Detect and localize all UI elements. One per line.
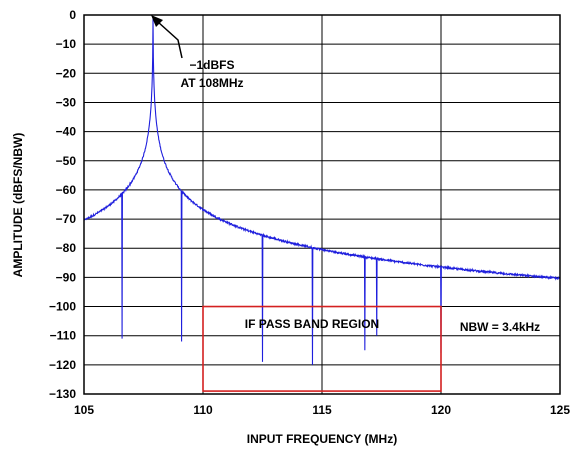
spectrum-line [83, 17, 561, 365]
y-tick-label: −60 [56, 183, 77, 197]
y-tick-label: −20 [56, 66, 77, 80]
carrier-annotation-line2: AT 108MHz [180, 76, 243, 90]
region-box [202, 305, 442, 392]
carrier-arrow-head [151, 15, 163, 27]
y-tick-label: −70 [56, 212, 77, 226]
region-label: IF PASS BAND REGION [245, 317, 379, 331]
y-tick-label: −50 [56, 154, 77, 168]
nbw-label: NBW = 3.4kHz [460, 320, 540, 334]
if-pass-band-region [202, 305, 442, 392]
x-tick-label: 110 [193, 403, 213, 417]
x-tick-label: 115 [312, 403, 332, 417]
x-axis-title: INPUT FREQUENCY (MHz) [247, 432, 397, 446]
plot-frame [83, 14, 561, 395]
y-tick-label: −30 [56, 95, 77, 109]
y-tick-label: −110 [50, 329, 77, 343]
y-axis-title: AMPLITUDE (dBFS/NBW) [11, 133, 25, 278]
carrier-annotation-line1: −1dBFS [189, 58, 234, 72]
y-tick-label: −10 [56, 37, 77, 51]
spectrum-trace [83, 17, 561, 365]
x-tick-label: 125 [550, 403, 570, 417]
tick-labels: 105 110 115 120 125 0 −10 −20 −30 −40 −50 −60 −70 −80… [49, 8, 570, 417]
x-tick-label: 120 [431, 403, 451, 417]
y-tick-label: −80 [56, 241, 77, 255]
y-tick-label: −130 [49, 387, 76, 401]
y-tick-label: −120 [49, 358, 76, 372]
y-tick-label: −90 [56, 270, 77, 284]
carrier-arrow-line [157, 21, 183, 59]
grid-lines [84, 15, 560, 394]
y-tick-label: −100 [49, 300, 76, 314]
x-tick-label: 105 [74, 403, 94, 417]
y-tick-label: 0 [69, 8, 76, 22]
y-tick-label: −40 [56, 125, 77, 139]
